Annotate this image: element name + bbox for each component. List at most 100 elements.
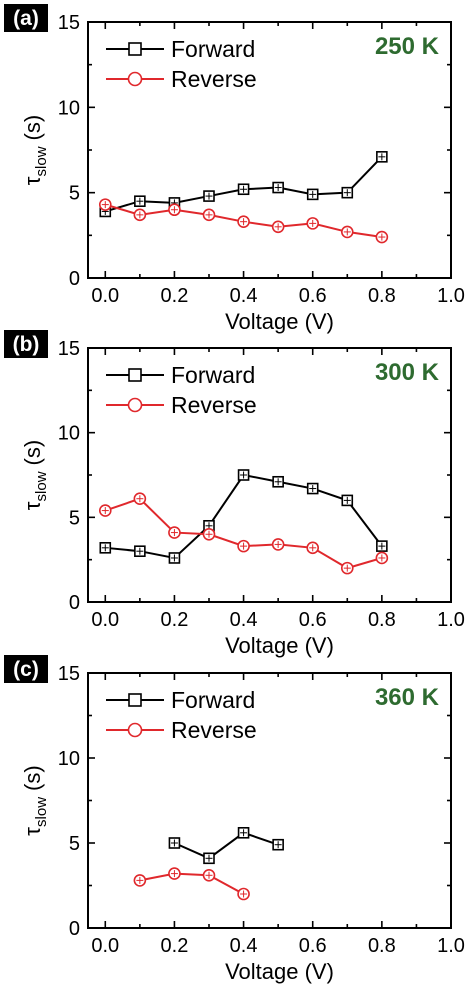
legend-marker-square — [128, 368, 142, 382]
data-point-reverse — [237, 215, 250, 228]
y-tick-label: 15 — [58, 663, 80, 685]
panel-label-badge — [4, 655, 48, 683]
data-point-reverse — [168, 867, 181, 880]
temperature-label: 250 K — [375, 33, 440, 60]
legend-label-reverse: Reverse — [171, 392, 257, 418]
x-axis-label: Voltage (V) — [225, 309, 334, 334]
x-axis-label: Voltage (V) — [225, 633, 334, 658]
x-tick-label: 0.6 — [299, 285, 327, 307]
y-label-symbol: τ — [20, 827, 45, 836]
panel-1: (a) 0.0 0.2 0.4 0.6 0.8 1.0 0 5 10 15 Voltage (V) τs… — [4, 4, 465, 334]
y-label-subscript: slow — [33, 146, 50, 176]
panel-label-badge — [4, 330, 48, 358]
data-point-reverse — [271, 538, 285, 551]
plot-frame — [87, 21, 452, 279]
x-tick-label: 0.4 — [230, 935, 258, 957]
legend-marker-circle — [127, 722, 143, 738]
x-tick-label: 0.0 — [91, 935, 119, 957]
y-tick-label: 10 — [58, 748, 80, 770]
x-tick-label: 0.2 — [161, 609, 189, 631]
data-point-reverse — [168, 203, 181, 217]
panel-3: (c) 0.0 0.2 0.4 0.6 0.8 1.0 0 5 10 15 Voltage (V) τs… — [4, 655, 465, 984]
temperature-label: 360 K — [375, 684, 440, 711]
y-axis-label: τslow (s) — [20, 115, 50, 185]
data-point-reverse — [202, 208, 216, 222]
data-point-forward — [203, 190, 215, 202]
data-point-forward — [272, 475, 284, 488]
y-label-symbol: τ — [20, 176, 45, 185]
y-label-symbol: τ — [20, 501, 45, 510]
y-label-unit: (s) — [20, 115, 45, 141]
x-tick-label: 0.6 — [299, 935, 327, 957]
legend-label-forward: Forward — [171, 36, 255, 62]
x-tick-label: 0.2 — [161, 285, 189, 307]
data-point-forward — [237, 826, 250, 839]
data-point-forward — [376, 540, 388, 552]
y-tick-label: 15 — [58, 12, 80, 34]
panel-label: (c) — [13, 658, 39, 681]
data-point-reverse — [133, 492, 147, 506]
data-point-forward — [306, 188, 319, 201]
data-point-reverse — [98, 504, 112, 517]
legend-marker-circle — [127, 397, 143, 413]
y-tick-label: 5 — [69, 833, 80, 855]
y-axis-label: τslow (s) — [20, 765, 50, 835]
plot-frame — [87, 672, 452, 929]
data-point-forward — [272, 181, 284, 194]
panel-label-badge — [4, 4, 48, 32]
legend-label-reverse: Reverse — [171, 66, 257, 92]
series-line-forward — [174, 831, 279, 860]
panel-label: (a) — [13, 7, 39, 30]
data-point-reverse — [133, 874, 147, 887]
data-point-reverse — [306, 541, 320, 555]
data-point-reverse — [237, 887, 250, 901]
data-point-forward — [272, 838, 284, 851]
temperature-label: 300 K — [375, 359, 440, 386]
x-tick-label: 0.0 — [91, 285, 119, 307]
x-tick-label: 0.8 — [368, 935, 396, 957]
data-point-reverse — [168, 526, 181, 539]
data-point-forward — [237, 183, 250, 196]
data-point-reverse — [340, 225, 354, 239]
data-point-forward — [237, 469, 250, 481]
data-point-forward — [203, 852, 215, 865]
series-line-reverse — [139, 872, 245, 895]
x-tick-label: 0.4 — [230, 285, 258, 307]
legend-label-forward: Forward — [171, 687, 255, 713]
data-point-forward — [341, 186, 354, 199]
y-label-subscript: slow — [33, 471, 50, 501]
legend-label-forward: Forward — [171, 362, 255, 388]
data-point-reverse — [271, 220, 285, 234]
x-tick-label: 1.0 — [437, 285, 465, 307]
y-tick-label: 10 — [58, 423, 80, 445]
data-point-reverse — [202, 527, 216, 541]
data-point-forward — [168, 552, 181, 564]
x-tick-label: 0.4 — [230, 609, 258, 631]
panel-2: (b) 0.0 0.2 0.4 0.6 0.8 1.0 0 5 10 15 Voltage (V) τs… — [4, 330, 465, 658]
x-tick-label: 0.0 — [91, 609, 119, 631]
data-point-forward — [376, 151, 388, 163]
data-point-reverse — [237, 539, 250, 553]
data-point-forward — [306, 482, 319, 495]
data-point-reverse — [202, 868, 216, 882]
data-point-forward — [134, 545, 146, 558]
y-tick-label: 0 — [69, 592, 80, 614]
legend-label-reverse: Reverse — [171, 717, 257, 743]
y-tick-label: 10 — [58, 97, 80, 119]
y-tick-label: 0 — [69, 918, 80, 940]
data-point-forward — [168, 837, 181, 849]
y-label-subscript: slow — [33, 797, 50, 827]
x-tick-label: 1.0 — [437, 935, 465, 957]
y-tick-label: 5 — [69, 507, 80, 529]
x-tick-label: 0.6 — [299, 609, 327, 631]
panel-label: (b) — [13, 333, 40, 356]
legend-marker-square — [128, 693, 142, 707]
data-point-forward — [134, 195, 146, 207]
x-tick-label: 1.0 — [437, 609, 465, 631]
data-point-reverse — [306, 217, 320, 230]
data-point-forward — [99, 542, 112, 554]
x-axis-label: Voltage (V) — [225, 959, 334, 984]
y-tick-label: 0 — [69, 268, 80, 290]
data-point-reverse — [375, 551, 389, 565]
